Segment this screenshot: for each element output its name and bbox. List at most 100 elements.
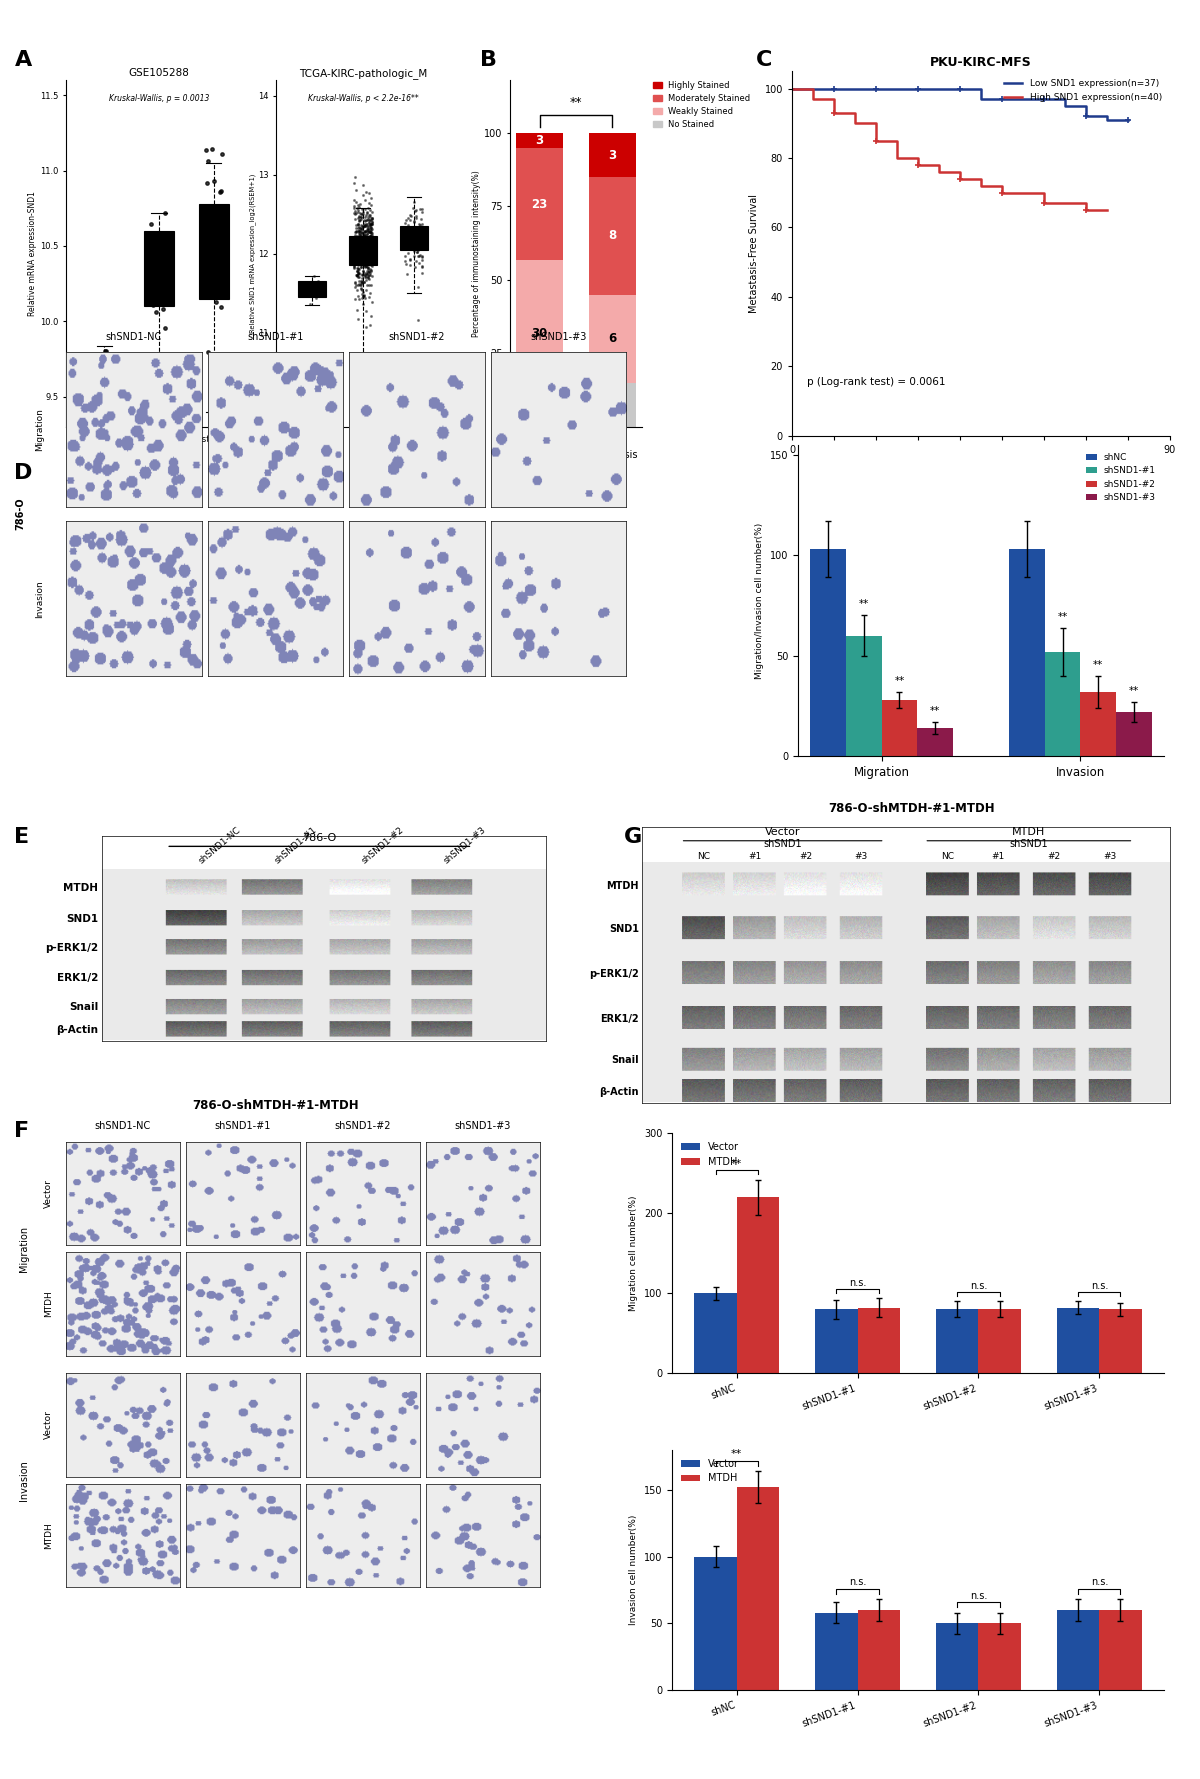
Point (356, 276, 376, 304)
Point (362, 205, 382, 233)
Point (410, 224, 430, 253)
Bar (589, 133, 636, 178)
PathPatch shape (199, 205, 229, 299)
Point (413, 222, 432, 251)
Legend: Vector, MTDH: Vector, MTDH (677, 1139, 743, 1171)
Point (401, 201, 420, 229)
Point (350, 221, 370, 249)
Text: β-Actin: β-Actin (56, 1025, 98, 1035)
Point (353, 226, 372, 254)
Text: 786-O-shMTDH-#1-MTDH: 786-O-shMTDH-#1-MTDH (829, 802, 995, 815)
Text: Invasion: Invasion (35, 580, 44, 617)
Point (360, 208, 379, 237)
Point (300, 290, 319, 318)
Point (198, 146, 217, 174)
Point (358, 260, 377, 288)
Point (356, 224, 376, 253)
Text: shSND1-#2: shSND1-#2 (335, 1121, 391, 1131)
Point (196, 242, 215, 270)
Y-axis label: Migration cell number(%): Migration cell number(%) (629, 1195, 638, 1311)
Point (306, 276, 325, 304)
Point (413, 197, 432, 226)
Point (356, 251, 376, 279)
Point (406, 231, 425, 260)
Point (304, 276, 323, 304)
Point (354, 244, 373, 272)
Point (358, 249, 377, 278)
Text: Snail: Snail (70, 1003, 98, 1012)
Point (355, 212, 374, 240)
Point (354, 246, 373, 274)
Point (344, 254, 364, 283)
Point (353, 269, 372, 297)
Point (360, 224, 379, 253)
Low SND1 expression(n=37) (974, 89, 989, 110)
Title: TCGA-KIRC-pathologic_M: TCGA-KIRC-pathologic_M (299, 68, 427, 78)
Point (346, 229, 365, 258)
Text: NC: NC (941, 852, 954, 861)
Point (349, 285, 368, 313)
Point (344, 249, 364, 278)
Point (350, 199, 370, 228)
Point (360, 228, 379, 256)
Point (349, 217, 368, 246)
Point (293, 269, 312, 297)
Text: n.s.: n.s. (1091, 1578, 1108, 1587)
High SND1 expression(n=40) (995, 181, 1009, 203)
Bar (815, 1612, 858, 1690)
Point (353, 219, 372, 247)
Point (355, 224, 374, 253)
Bar (695, 1293, 737, 1373)
Text: shSND1: shSND1 (1009, 840, 1048, 849)
Point (360, 238, 379, 267)
Text: MTDH: MTDH (43, 1290, 53, 1318)
Point (359, 240, 378, 269)
Point (203, 219, 222, 247)
Point (359, 217, 378, 246)
Point (396, 242, 415, 270)
Point (356, 233, 376, 262)
Point (348, 210, 367, 238)
Point (91, 343, 110, 372)
Point (354, 226, 373, 254)
Point (212, 228, 232, 256)
PathPatch shape (144, 231, 174, 306)
PathPatch shape (400, 226, 428, 249)
Text: n.s.: n.s. (848, 1277, 866, 1288)
Point (362, 288, 382, 317)
Point (360, 196, 379, 224)
Text: **: ** (731, 1450, 743, 1459)
Text: 30: 30 (532, 327, 547, 340)
Point (354, 260, 373, 288)
Point (356, 217, 376, 246)
Point (353, 246, 372, 274)
PathPatch shape (89, 352, 119, 374)
Point (406, 215, 425, 244)
Point (356, 235, 376, 263)
Point (412, 205, 431, 233)
Point (362, 242, 382, 270)
Point (199, 272, 218, 301)
Point (349, 197, 368, 226)
Point (409, 213, 428, 242)
Point (353, 267, 372, 295)
Low SND1 expression(n=37) (827, 78, 841, 100)
Point (299, 278, 318, 306)
Point (349, 217, 368, 246)
Point (352, 203, 371, 231)
Text: n.s.: n.s. (1091, 1281, 1108, 1292)
Point (413, 210, 432, 238)
Y-axis label: Metastasis-Free Survival: Metastasis-Free Survival (749, 194, 760, 313)
Point (355, 283, 374, 311)
Text: B: B (480, 50, 497, 69)
Point (350, 233, 370, 262)
Point (404, 242, 424, 270)
Point (344, 169, 364, 197)
Point (362, 197, 382, 226)
Text: shSND1-#3: shSND1-#3 (530, 331, 587, 342)
Point (145, 251, 164, 279)
X-axis label: Postoperative metastasis: Postoperative metastasis (515, 450, 637, 461)
Text: Kruskal-Wallis, p < 2.2e-16**: Kruskal-Wallis, p < 2.2e-16** (307, 94, 419, 103)
Point (360, 242, 379, 270)
Point (358, 256, 377, 285)
